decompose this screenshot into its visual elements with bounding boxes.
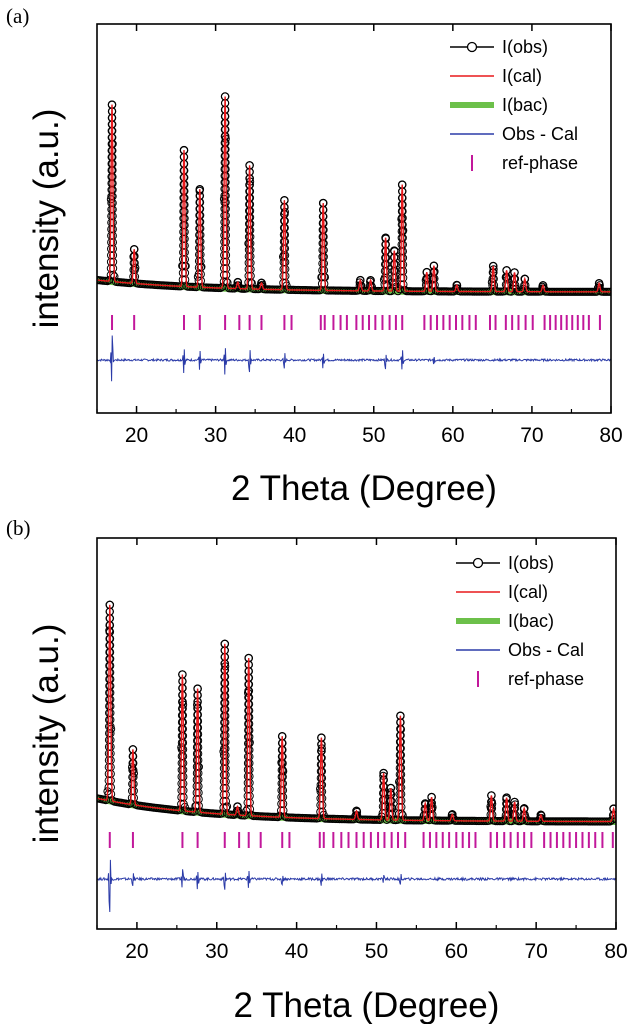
legend: I(obs) I(cal) I(bac) Obs - Cal ref-phase: [450, 37, 578, 173]
calculated-line: [97, 96, 611, 293]
legend-label: I(bac): [502, 95, 548, 115]
observed-point: [519, 804, 529, 813]
legend-label: ref-phase: [508, 669, 584, 689]
observed-point: [520, 274, 530, 284]
observed-point: [352, 806, 361, 816]
x-tick-label: 60: [445, 940, 468, 963]
x-tick-label: 70: [524, 940, 547, 963]
xrd-chart-b: intensity (a.u.) 2 Theta (Degree) 20 30 40 50…: [27, 537, 628, 1024]
residual-line: [97, 335, 611, 382]
x-tick-label: 20: [125, 424, 148, 447]
legend-label: Obs - Cal: [508, 640, 584, 660]
ref-phase-ticks: [111, 315, 601, 330]
panel-a: (a) intensity (a.u.) 2 Theta (Degree) 20 30…: [6, 4, 623, 508]
legend-label: I(obs): [502, 37, 548, 57]
observed-point: [356, 275, 365, 285]
observed-point: [538, 281, 548, 290]
legend-label: I(bac): [508, 611, 554, 631]
x-tick-label: 80: [599, 424, 622, 447]
observed-point: [233, 277, 243, 287]
legend: I(obs) I(cal) I(bac) Obs - Cal ref-phase: [456, 553, 584, 689]
x-tick-label: 40: [283, 424, 306, 447]
legend-obs-marker: [472, 557, 484, 569]
x-tick-label: 30: [204, 424, 227, 447]
panel-label: (b): [6, 516, 31, 540]
x-tick-label: 50: [362, 424, 385, 447]
observed-point: [452, 280, 462, 290]
ref-phase-ticks: [108, 832, 614, 848]
calculated-line: [97, 604, 616, 823]
observed-point: [453, 284, 462, 293]
y-axis-label: intensity (a.u.): [27, 624, 66, 844]
x-tick-label: 40: [285, 940, 308, 963]
observed-point: [448, 810, 457, 819]
legend-obs-marker: [466, 41, 478, 53]
observed-line: [97, 604, 616, 822]
observed-point: [258, 282, 267, 291]
x-axis-label: 2 Theta (Degree): [231, 469, 497, 508]
residual-line: [97, 859, 616, 913]
legend-label: I(cal): [508, 582, 548, 602]
observed-point: [366, 276, 375, 285]
legend-label: I(obs): [508, 553, 554, 573]
plot-area: [97, 92, 611, 382]
legend-label: ref-phase: [502, 153, 578, 173]
x-tick-label: 20: [125, 940, 148, 963]
legend-label: I(cal): [502, 66, 542, 86]
x-axis-label: 2 Theta (Degree): [234, 986, 500, 1024]
x-tick-label: 30: [205, 940, 228, 963]
plot-area: [97, 600, 616, 913]
observed-point: [448, 813, 457, 822]
y-axis-label: intensity (a.u.): [27, 109, 66, 329]
observed-point: [539, 284, 548, 293]
observed-point: [257, 278, 266, 288]
observed-point: [233, 802, 242, 811]
x-tick-label: 80: [604, 940, 627, 963]
observed-points: [97, 600, 616, 826]
observed-point: [594, 279, 604, 288]
x-tick-label: 70: [520, 424, 543, 447]
observed-point: [537, 814, 546, 823]
legend-label: Obs - Cal: [502, 124, 578, 144]
observed-point: [609, 804, 616, 813]
plot-frame: [96, 23, 612, 414]
xrd-chart-a: intensity (a.u.) 2 Theta (Degree) 20 30 40 50…: [27, 23, 623, 508]
observed-point: [536, 810, 546, 820]
panel-label: (a): [6, 4, 30, 28]
panel-b: (b) intensity (a.u.) 2 Theta (Degree) 20 30…: [0, 512, 631, 1024]
x-tick-label: 50: [365, 940, 388, 963]
plot-frame: [96, 537, 617, 930]
x-tick-label: 60: [441, 424, 464, 447]
